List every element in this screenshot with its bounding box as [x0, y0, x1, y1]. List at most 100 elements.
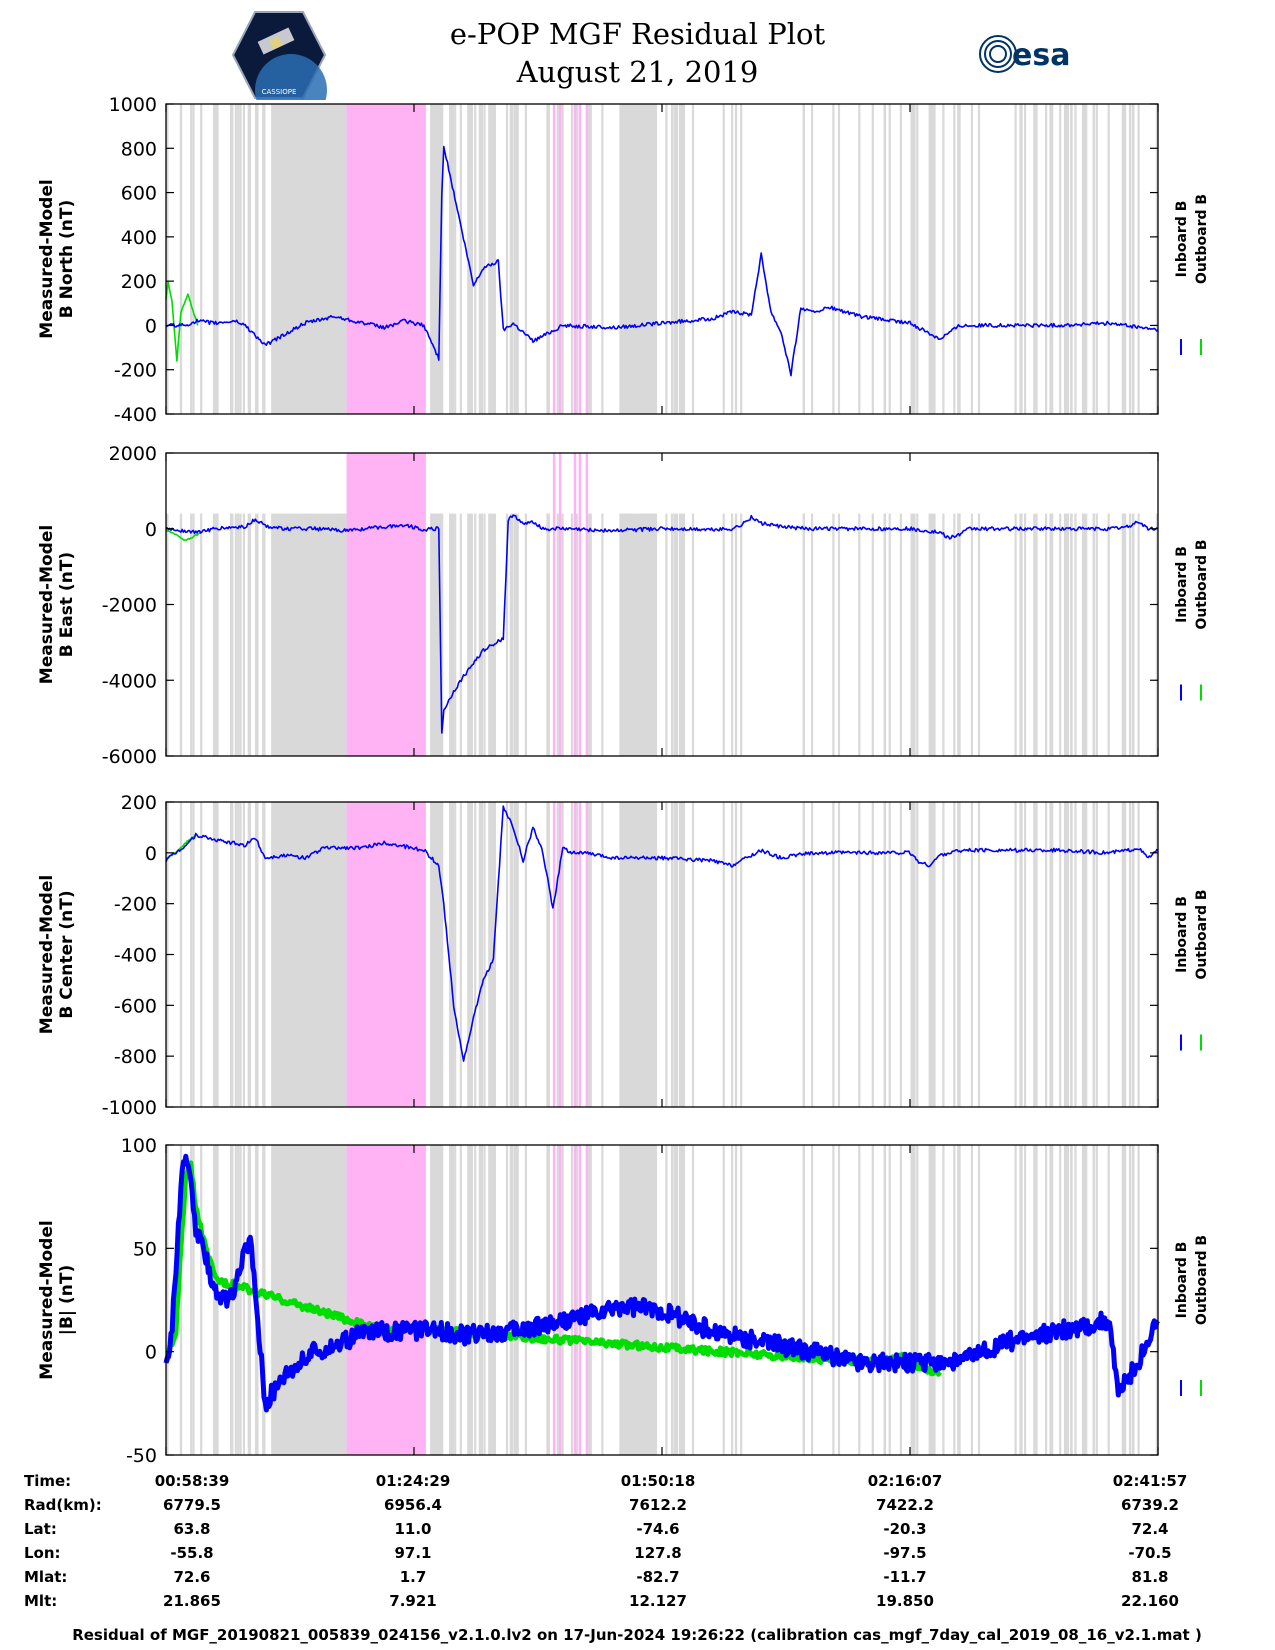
gray-band: [1066, 802, 1070, 1107]
gray-band: [619, 802, 658, 1107]
gray-band: [588, 513, 591, 756]
pink-band: [585, 1145, 589, 1455]
y-axis-label: B East (nT): [57, 552, 77, 657]
pink-band: [552, 1145, 556, 1455]
gray-band: [933, 1145, 936, 1455]
gray-band: [234, 802, 237, 1107]
gray-band: [1155, 513, 1158, 756]
gray-band: [1085, 104, 1088, 414]
gray-band: [546, 513, 549, 756]
gray-band: [913, 513, 916, 756]
gray-band: [262, 802, 265, 1107]
gray-band: [911, 104, 914, 414]
gray-band: [432, 1145, 435, 1455]
y-tick-label: 0: [145, 1342, 157, 1364]
y-axis-label: Measured-Model: [37, 1220, 57, 1379]
info-cell: 6956.4: [384, 1496, 442, 1514]
gray-band: [1049, 802, 1052, 1107]
gray-band: [731, 513, 734, 756]
gray-band: [511, 104, 514, 414]
gray-band: [166, 513, 169, 756]
y-axis-label: B Center (nT): [57, 890, 77, 1018]
gray-band: [432, 802, 435, 1107]
gray-band: [483, 513, 486, 756]
gray-band: [1035, 802, 1038, 1107]
gray-band: [888, 104, 891, 414]
gray-band: [601, 1145, 604, 1455]
gray-band: [888, 802, 891, 1107]
gray-band: [1049, 104, 1052, 414]
gray-band: [488, 1145, 491, 1455]
gray-band: [239, 1145, 242, 1455]
gray-band: [451, 513, 455, 756]
gray-band: [916, 104, 919, 414]
pink-band: [585, 104, 589, 414]
gray-band: [1107, 1145, 1110, 1455]
gray-band: [515, 513, 518, 756]
gray-band: [691, 802, 695, 1107]
info-cell: 1.7: [400, 1568, 427, 1586]
gray-band: [1083, 802, 1086, 1107]
gray-band: [493, 104, 496, 414]
gray-band: [262, 513, 265, 756]
gray-band: [1095, 802, 1098, 1107]
gray-band: [192, 104, 195, 414]
gray-band: [239, 802, 242, 1107]
gray-band: [722, 1145, 725, 1455]
gray-band: [450, 1145, 453, 1455]
gray-band: [570, 104, 574, 414]
gray-band: [492, 1145, 495, 1455]
gray-band: [1128, 513, 1132, 756]
gray-band: [575, 802, 579, 1107]
gray-band: [1081, 1145, 1085, 1455]
gray-band: [691, 104, 695, 414]
gray-band: [239, 104, 242, 414]
gray-band: [588, 1145, 591, 1455]
gray-band: [883, 802, 887, 1107]
y-tick-label: -400: [114, 404, 157, 426]
gray-band: [192, 802, 195, 1107]
gray-band: [556, 802, 559, 1107]
pink-band: [558, 802, 562, 1107]
y-axis-label: |B| (nT): [57, 1265, 77, 1336]
gray-band: [1074, 802, 1077, 1107]
gray-band: [256, 513, 259, 756]
gray-band: [493, 513, 496, 756]
gray-band: [899, 802, 902, 1107]
gray-band: [883, 1145, 887, 1455]
gray-band: [1051, 513, 1054, 756]
y-tick-label: -6000: [102, 746, 157, 768]
pink-band: [578, 802, 582, 1107]
y-tick-label: -400: [114, 945, 157, 967]
gray-band: [1035, 104, 1038, 414]
gray-band: [470, 104, 473, 414]
gray-band: [570, 1145, 574, 1455]
y-tick-label: 50: [133, 1238, 157, 1260]
info-cell: -55.8: [170, 1544, 213, 1562]
gray-band: [200, 802, 203, 1107]
gray-band: [970, 802, 973, 1107]
pink-band: [578, 1145, 582, 1455]
gray-band: [1059, 513, 1062, 756]
gray-band: [546, 1145, 549, 1455]
gray-band: [1064, 802, 1067, 1107]
gray-band: [190, 513, 193, 756]
gray-band: [229, 802, 233, 1107]
gray-band: [451, 104, 455, 414]
gray-band: [480, 513, 483, 756]
pink-band: [346, 1145, 426, 1455]
gray-band: [561, 802, 564, 1107]
legend-label: Outboard B: [1194, 889, 1210, 979]
info-cell: -11.7: [883, 1568, 926, 1586]
gray-band: [1137, 802, 1140, 1107]
gray-band: [678, 802, 681, 1107]
info-cell: 21.865: [163, 1592, 221, 1610]
gray-band: [933, 802, 936, 1107]
gray-band: [490, 104, 493, 414]
gray-band: [483, 104, 486, 414]
gray-band: [509, 513, 512, 756]
pink-band: [573, 1145, 577, 1455]
gray-band: [802, 1145, 805, 1455]
gray-band: [247, 513, 250, 756]
gray-band: [970, 513, 973, 756]
